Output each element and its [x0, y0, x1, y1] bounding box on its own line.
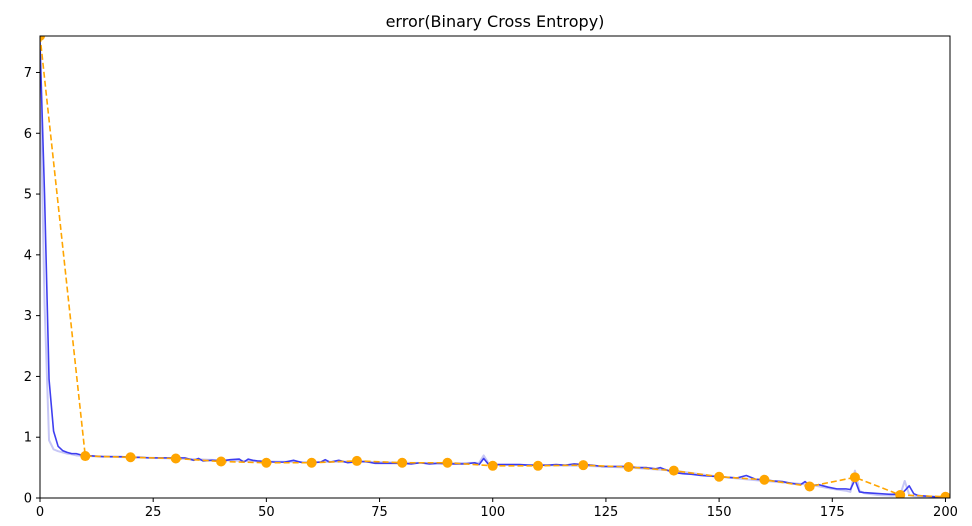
data-point-validation_loss: [668, 465, 679, 476]
data-point-validation_loss: [261, 457, 272, 468]
x-tick-label: 100: [480, 505, 505, 520]
y-tick-label: 3: [24, 309, 32, 324]
x-tick-label: 25: [145, 505, 162, 520]
plot-area: [40, 36, 950, 498]
series-line-train_loss_raw: [40, 72, 946, 498]
y-tick-label: 7: [24, 66, 32, 81]
series-line-validation_loss: [40, 36, 946, 498]
x-tick-label: 50: [258, 505, 275, 520]
axes: 0 25 50 75 100 125 150 175 200 0 1 2 3 4 5 6 7: [24, 35, 958, 520]
x-tick-label: 75: [371, 505, 388, 520]
data-point-validation_loss: [849, 472, 860, 483]
data-point-validation_loss: [216, 456, 227, 467]
y-tick-label: 0: [24, 492, 32, 507]
data-point-validation_loss: [40, 36, 45, 41]
data-point-validation_loss: [714, 471, 725, 482]
data-point-validation_loss: [170, 453, 181, 464]
y-tick-label: 5: [24, 188, 32, 203]
x-tick-label: 200: [933, 505, 958, 520]
y-tick-label: 2: [24, 370, 32, 385]
data-point-validation_loss: [80, 451, 91, 462]
data-point-validation_loss: [940, 491, 950, 498]
plot-frame: [39, 35, 951, 499]
data-point-validation_loss: [759, 474, 770, 485]
data-point-validation_loss: [442, 457, 453, 468]
data-point-validation_loss: [306, 457, 317, 468]
data-point-validation_loss: [397, 457, 408, 468]
x-tick-label: 125: [594, 505, 619, 520]
chart-title: error(Binary Cross Entropy): [386, 12, 605, 31]
x-tick-label: 175: [820, 505, 845, 520]
x-tick-label: 0: [36, 505, 44, 520]
data-point-validation_loss: [578, 460, 589, 471]
x-tick-label: 150: [707, 505, 732, 520]
y-tick-label: 4: [24, 248, 32, 263]
data-point-validation_loss: [623, 461, 634, 472]
y-tick-label: 1: [24, 431, 32, 446]
data-point-validation_loss: [533, 460, 544, 471]
data-point-validation_loss: [804, 481, 815, 492]
data-point-validation_loss: [895, 489, 906, 498]
data-point-validation_loss: [125, 452, 136, 463]
series-line-train_loss_smoothed: [40, 42, 946, 498]
y-tick-label: 6: [24, 127, 32, 142]
data-point-validation_loss: [487, 460, 498, 471]
data-point-validation_loss: [351, 455, 362, 466]
